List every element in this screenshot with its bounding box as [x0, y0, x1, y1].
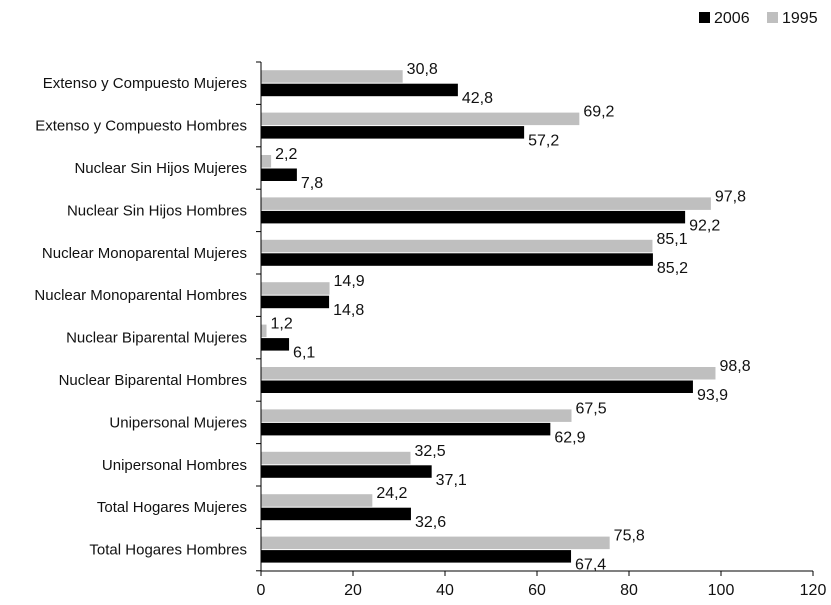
value-label-1995-nuclear-biparental-hombres: 98,8 [719, 358, 750, 375]
bar-2006-unipersonal-mujeres [261, 422, 551, 436]
category-label-unipersonal-mujeres: Unipersonal Mujeres [109, 414, 247, 431]
bar-2006-nuclear-sin-hijos-hombres [261, 210, 686, 224]
bar-1995-nuclear-sin-hijos-mujeres [261, 155, 272, 168]
x-tick-label-100: 100 [708, 582, 735, 599]
bar-1995-nuclear-monoparental-hombres [261, 282, 330, 295]
bar-2006-total-hogares-mujeres [261, 507, 411, 521]
value-label-1995-unipersonal-mujeres: 67,5 [576, 400, 607, 417]
bar-1995-total-hogares-hombres [261, 536, 610, 550]
bar-1995-unipersonal-hombres [261, 451, 411, 465]
bar-1995-nuclear-biparental-mujeres [261, 324, 267, 338]
category-label-nuclear-sin-hijos-mujeres: Nuclear Sin Hijos Mujeres [74, 160, 247, 177]
category-label-nuclear-biparental-mujeres: Nuclear Biparental Mujeres [66, 330, 247, 347]
bar-1995-extenso-y-compuesto-hombres [261, 112, 580, 126]
value-label-2006-unipersonal-mujeres: 62,9 [554, 429, 585, 446]
bar-1995-nuclear-monoparental-mujeres [261, 239, 653, 253]
value-label-2006-total-hogares-mujeres: 32,6 [415, 514, 446, 531]
value-label-2006-unipersonal-hombres: 37,1 [436, 472, 467, 489]
bar-2006-nuclear-biparental-hombres [261, 380, 693, 393]
legend-label-1995: 1995 [782, 10, 818, 27]
legend-swatch-1995 [767, 12, 778, 23]
value-label-1995-extenso-y-compuesto-mujeres: 30,8 [407, 61, 438, 78]
bar-2006-extenso-y-compuesto-mujeres [261, 83, 458, 97]
category-label-nuclear-monoparental-mujeres: Nuclear Monoparental Mujeres [42, 245, 247, 262]
bar-2006-nuclear-biparental-mujeres [261, 338, 290, 351]
bar-1995-total-hogares-mujeres [261, 494, 373, 507]
x-tick-label-40: 40 [436, 582, 454, 599]
category-label-nuclear-biparental-hombres: Nuclear Biparental Hombres [59, 372, 247, 389]
category-label-extenso-y-compuesto-hombres: Extenso y Compuesto Hombres [35, 118, 247, 135]
category-label-total-hogares-mujeres: Total Hogares Mujeres [97, 499, 247, 516]
value-label-2006-extenso-y-compuesto-mujeres: 42,8 [462, 90, 493, 107]
value-label-2006-nuclear-biparental-mujeres: 6,1 [293, 345, 315, 362]
value-label-1995-total-hogares-hombres: 75,8 [614, 528, 645, 545]
category-labels: Total Hogares Hombres Total Hogares Mujer… [34, 75, 247, 558]
x-tick-label-120: 120 [800, 582, 827, 599]
value-label-2006-nuclear-sin-hijos-hombres: 92,2 [689, 217, 720, 234]
x-tick-label-20: 20 [344, 582, 362, 599]
legend-swatch-2006 [699, 12, 710, 23]
bar-2006-extenso-y-compuesto-hombres [261, 126, 525, 139]
value-label-1995-nuclear-monoparental-mujeres: 85,1 [656, 231, 687, 248]
x-tick-label-80: 80 [620, 582, 638, 599]
bar-1995-nuclear-sin-hijos-hombres [261, 197, 711, 210]
bar-1995-nuclear-biparental-hombres [261, 367, 716, 380]
bar-2006-nuclear-sin-hijos-mujeres [261, 168, 297, 181]
value-label-1995-extenso-y-compuesto-hombres: 69,2 [583, 104, 614, 121]
value-label-1995-nuclear-monoparental-hombres: 14,9 [334, 273, 365, 290]
value-label-2006-extenso-y-compuesto-hombres: 57,2 [528, 133, 559, 150]
bars [261, 70, 716, 563]
category-label-total-hogares-hombres: Total Hogares Hombres [89, 542, 247, 559]
value-label-2006-total-hogares-hombres: 67,4 [575, 557, 606, 574]
category-label-extenso-y-compuesto-mujeres: Extenso y Compuesto Mujeres [43, 75, 247, 92]
bar-2006-nuclear-monoparental-mujeres [261, 253, 653, 266]
bar-1995-extenso-y-compuesto-mujeres [261, 70, 403, 83]
value-labels: 75,8 67,4 24,2 32,6 32,5 37,1 67,5 62,9 98,8 93,9… [271, 61, 751, 573]
category-label-nuclear-sin-hijos-hombres: Nuclear Sin Hijos Hombres [67, 202, 247, 219]
bar-2006-unipersonal-hombres [261, 465, 432, 478]
bar-1995-unipersonal-mujeres [261, 409, 572, 422]
bar-2006-total-hogares-hombres [261, 550, 572, 563]
axes: 0 20 40 60 80 100 120 [256, 61, 827, 599]
x-tick-label-60: 60 [528, 582, 546, 599]
value-label-2006-nuclear-sin-hijos-mujeres: 7,8 [301, 175, 323, 192]
value-label-1995-nuclear-biparental-mujeres: 1,2 [271, 316, 293, 333]
value-label-2006-nuclear-biparental-hombres: 93,9 [697, 387, 728, 404]
value-label-1995-nuclear-sin-hijos-hombres: 97,8 [715, 188, 746, 205]
value-label-1995-nuclear-sin-hijos-mujeres: 2,2 [275, 146, 297, 163]
value-label-1995-unipersonal-hombres: 32,5 [415, 443, 446, 460]
legend: 2006 1995 [699, 10, 818, 27]
value-label-2006-nuclear-monoparental-hombres: 14,8 [333, 302, 364, 319]
value-label-2006-nuclear-monoparental-mujeres: 85,2 [657, 260, 688, 277]
category-label-nuclear-monoparental-hombres: Nuclear Monoparental Hombres [34, 287, 247, 304]
value-label-1995-total-hogares-mujeres: 24,2 [376, 485, 407, 502]
x-tick-label-0: 0 [257, 582, 266, 599]
category-label-unipersonal-hombres: Unipersonal Hombres [102, 457, 247, 474]
bar-2006-nuclear-monoparental-hombres [261, 295, 330, 309]
legend-label-2006: 2006 [714, 10, 750, 27]
